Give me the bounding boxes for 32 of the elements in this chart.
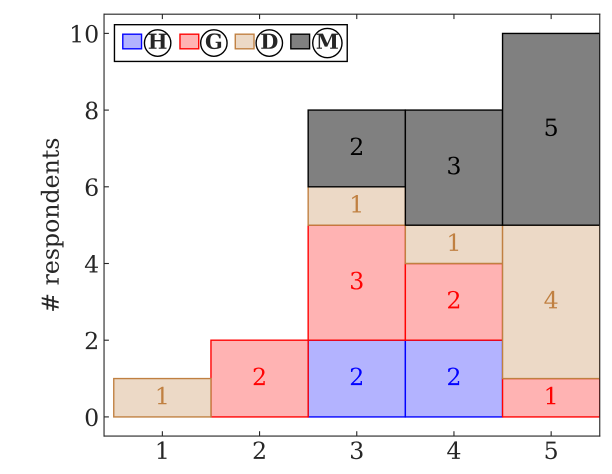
y-tick-label: 8 [86, 102, 98, 120]
x-tick-label: 5 [546, 442, 557, 460]
legend-label: G [206, 33, 222, 50]
bar [502, 378, 600, 418]
y-tick-label: 2 [86, 332, 97, 350]
data-label: 1 [546, 386, 556, 404]
bar [113, 378, 212, 418]
data-label: 4 [544, 290, 558, 308]
data-label: 2 [350, 137, 362, 155]
data-label: 3 [448, 156, 460, 174]
data-label: 1 [352, 194, 361, 212]
data-label: 2 [254, 368, 265, 386]
legend-label: M [316, 34, 338, 49]
y-axis-title: # respondents [40, 138, 64, 311]
data-label: 2 [448, 290, 460, 308]
y-tick-label: 6 [86, 178, 98, 196]
data-label: 5 [546, 118, 557, 136]
data-label: 1 [158, 386, 167, 404]
data-label: 2 [350, 368, 362, 386]
data-label: 3 [351, 272, 363, 290]
legend-label: D [261, 34, 278, 49]
y-tick-label: 0 [86, 408, 98, 426]
x-tick-label: 2 [254, 441, 265, 459]
x-tick-label: 4 [447, 441, 460, 459]
x-tick-label: 1 [158, 441, 167, 459]
data-label: 1 [449, 233, 458, 251]
bar [307, 186, 406, 226]
y-tick-label: 10 [72, 24, 98, 43]
x-tick-label: 3 [351, 441, 363, 460]
data-label: 2 [448, 368, 460, 386]
legend-label: H [148, 34, 167, 49]
y-tick-label: 4 [84, 254, 98, 272]
